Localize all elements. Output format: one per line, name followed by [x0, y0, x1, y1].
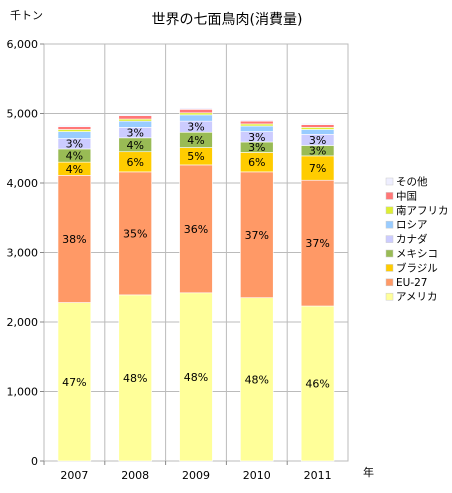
bar-segment	[179, 292, 213, 462]
x-axis-label: 年	[363, 465, 374, 479]
bar-segment	[240, 297, 274, 462]
data-label: 6%	[248, 156, 265, 169]
data-label: 3%	[309, 134, 326, 147]
x-tick-label: 2010	[243, 469, 271, 482]
bar-segment	[300, 129, 335, 135]
bar-segment	[179, 112, 213, 116]
data-label: 4%	[126, 139, 143, 152]
bar-segment	[118, 115, 152, 120]
legend-swatch	[385, 206, 394, 215]
data-label: 35%	[123, 227, 147, 240]
y-tick-label: 6,000	[7, 38, 39, 51]
legend-label: その他	[396, 175, 428, 188]
data-label: 4%	[66, 163, 83, 176]
data-label: 3%	[248, 141, 265, 154]
bar-segment	[300, 305, 335, 462]
bar-segment	[57, 302, 92, 462]
axes: 0 1,000 2,000 3,000 4,000 5,000 6,000 2007 2008 2…	[7, 38, 332, 482]
data-label: 48%	[123, 372, 147, 385]
data-label: 3%	[248, 131, 265, 144]
legend-swatch	[385, 177, 394, 186]
y-tick-label: 1,000	[7, 386, 39, 399]
bar-segment	[179, 107, 213, 110]
bar-segment	[118, 294, 152, 462]
legend-swatch	[385, 235, 394, 243]
bar-segment	[118, 120, 152, 128]
bar-segment	[300, 122, 335, 125]
bar-segment	[300, 155, 335, 181]
data-label: 6%	[126, 156, 143, 169]
bar-segment	[240, 119, 274, 122]
bar-segment	[240, 171, 274, 298]
bar-segment	[57, 131, 92, 139]
y-tick-label: 2,000	[7, 316, 39, 329]
bars: 47%38%4%4%3%48%35%6%4%3%48%36%5%4%3%48%3…	[57, 107, 335, 462]
bar-segment	[57, 129, 92, 132]
legend-label: 中国	[396, 189, 417, 202]
data-label: 7%	[309, 162, 326, 175]
bar-segment	[118, 118, 152, 122]
data-label: 37%	[305, 237, 329, 250]
data-label: 3%	[187, 121, 204, 134]
data-label: 46%	[305, 378, 329, 391]
bar-segment	[300, 179, 335, 307]
legend-label: 南アフリカ	[396, 204, 449, 217]
data-label: 3%	[309, 145, 326, 158]
data-label: 3%	[66, 138, 83, 151]
legend-swatch	[385, 220, 394, 229]
chart-title: 世界の七面鳥肉(消費量)	[152, 12, 303, 28]
x-tick-label: 2008	[121, 469, 149, 482]
bar-segment	[300, 124, 335, 128]
bar-segment	[118, 113, 152, 116]
data-label: 38%	[62, 233, 86, 246]
legend-swatch	[385, 278, 394, 287]
bar-segment	[179, 164, 213, 294]
data-label: 47%	[62, 376, 86, 389]
y-axis-label: 千トン	[10, 9, 43, 22]
legend-swatch	[385, 192, 394, 200]
data-label: 48%	[184, 371, 208, 384]
legend-label: メキシコ	[396, 248, 438, 260]
x-tick-label: 2009	[182, 469, 210, 482]
data-label: 4%	[187, 134, 204, 147]
legend-label: アメリカ	[396, 291, 437, 303]
legend-label: ロシア	[396, 219, 428, 231]
data-label: 3%	[126, 127, 143, 140]
bar-segment	[240, 120, 274, 125]
bar-segment	[240, 123, 274, 127]
bar-segment	[300, 127, 335, 130]
bar-segment	[118, 171, 152, 296]
bar-segment	[179, 109, 213, 114]
bar-segment	[57, 125, 92, 128]
legend-swatch	[385, 249, 394, 258]
data-label: 4%	[66, 150, 83, 163]
x-tick-label: 2011	[304, 469, 332, 482]
y-tick-label: 4,000	[7, 177, 39, 190]
data-label: 5%	[187, 150, 204, 163]
bar-segment	[57, 126, 92, 130]
data-label: 36%	[184, 223, 208, 236]
legend-label: EU-27	[396, 277, 427, 289]
legend-swatch	[385, 264, 394, 272]
legend-label: カナダ	[396, 233, 428, 246]
data-label: 48%	[245, 373, 269, 386]
data-label: 37%	[245, 229, 269, 242]
y-tick-label: 3,000	[7, 247, 39, 260]
bar-segment	[179, 114, 213, 122]
bar-segment	[240, 125, 274, 132]
x-tick-label: 2007	[60, 469, 88, 482]
legend-label: ブラジル	[396, 261, 438, 274]
legend-swatch	[385, 292, 394, 301]
y-tick-label: 5,000	[7, 108, 39, 121]
bar-segment	[57, 175, 92, 303]
y-tick-label: 0	[31, 455, 38, 468]
